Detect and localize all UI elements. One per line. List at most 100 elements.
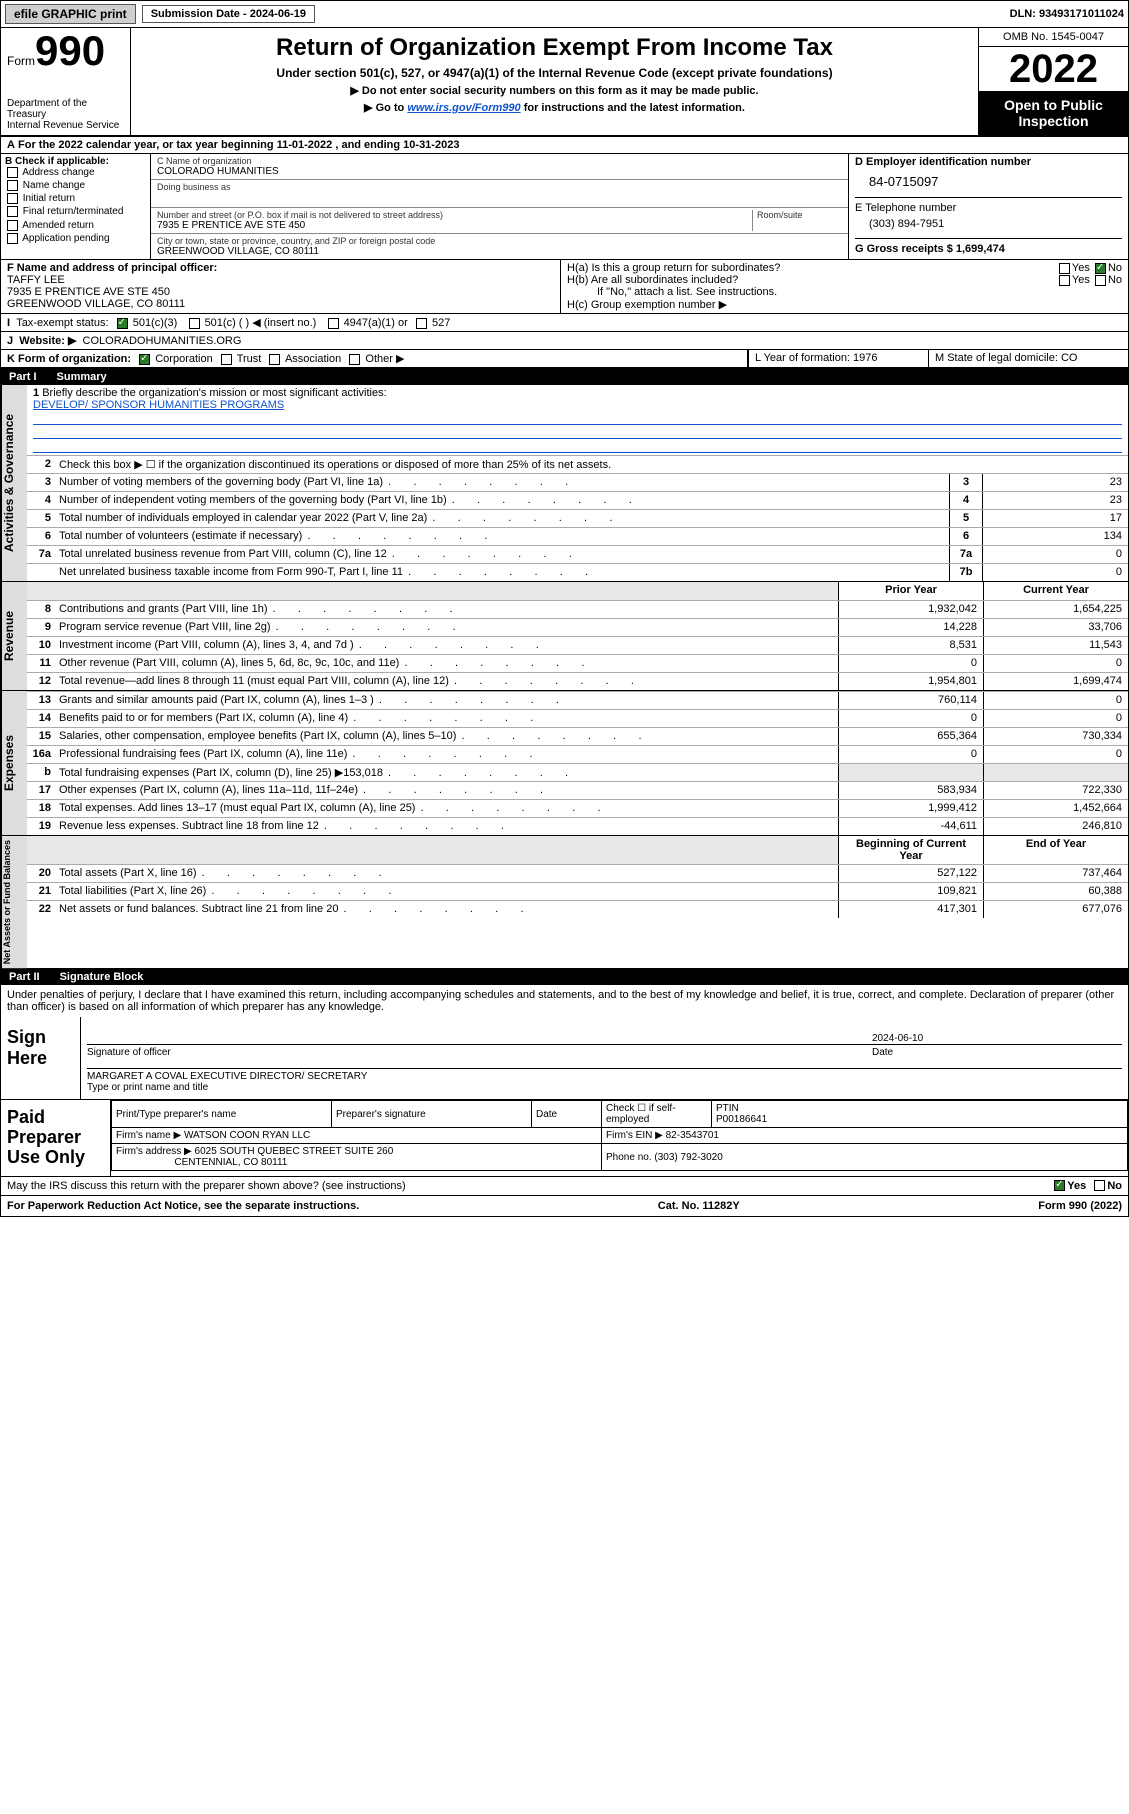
i-4947[interactable]: 4947(a)(1) or bbox=[344, 317, 408, 329]
note2-pre: ▶ Go to bbox=[364, 102, 407, 114]
part2-header: Part II Signature Block bbox=[0, 969, 1129, 985]
org-name: COLORADO HUMANITIES bbox=[157, 166, 279, 177]
k-assoc[interactable]: Association bbox=[285, 353, 341, 365]
submission-date: Submission Date - 2024-06-19 bbox=[142, 5, 315, 23]
sig-date-label: Date bbox=[872, 1047, 1122, 1058]
h-c: H(c) Group exemption number ▶ bbox=[567, 298, 1122, 311]
top-bar: efile GRAPHIC print Submission Date - 20… bbox=[0, 0, 1129, 28]
sig-declaration: Under penalties of perjury, I declare th… bbox=[0, 985, 1129, 1017]
k-trust[interactable]: Trust bbox=[237, 353, 262, 365]
prep-name-hdr: Print/Type preparer's name bbox=[112, 1101, 332, 1128]
b-opt-final[interactable]: Final return/terminated bbox=[23, 207, 124, 218]
room-label: Room/suite bbox=[757, 210, 842, 220]
ha-yes[interactable]: Yes bbox=[1072, 262, 1090, 274]
sign-here-label: Sign Here bbox=[1, 1017, 81, 1099]
part2-label: Part II bbox=[9, 971, 40, 983]
irs-link[interactable]: www.irs.gov/Form990 bbox=[407, 102, 520, 114]
i-501c3[interactable]: 501(c)(3) bbox=[133, 317, 178, 329]
firm-addr-label: Firm's address ▶ bbox=[116, 1146, 192, 1157]
foot-center: Cat. No. 11282Y bbox=[658, 1200, 740, 1212]
firm-addr2: CENTENNIAL, CO 80111 bbox=[174, 1157, 287, 1168]
table-row: 18Total expenses. Add lines 13–17 (must … bbox=[27, 799, 1128, 817]
i-label: Tax-exempt status: bbox=[16, 317, 108, 329]
table-row: 7aTotal unrelated business revenue from … bbox=[27, 545, 1128, 563]
part2-title: Signature Block bbox=[60, 971, 144, 983]
form-number: 990 bbox=[35, 27, 105, 74]
ha-no[interactable]: No bbox=[1108, 262, 1122, 274]
preparer-label: Paid Preparer Use Only bbox=[1, 1100, 111, 1175]
b-label: B Check if applicable: bbox=[5, 156, 109, 167]
k-corp[interactable]: Corporation bbox=[155, 353, 212, 365]
line-j: J Website: ▶ COLORADOHUMANITIES.ORG bbox=[0, 332, 1129, 350]
l-year: L Year of formation: 1976 bbox=[748, 350, 928, 367]
part1-title: Summary bbox=[57, 371, 107, 383]
col-current: Current Year bbox=[983, 582, 1128, 600]
vtab-revenue: Revenue bbox=[1, 582, 27, 690]
section-revenue: Revenue Prior Year Current Year 8Contrib… bbox=[0, 582, 1129, 691]
table-row: 9Program service revenue (Part VIII, lin… bbox=[27, 618, 1128, 636]
table-row: 4Number of independent voting members of… bbox=[27, 491, 1128, 509]
irs-label: Internal Revenue Service bbox=[7, 120, 124, 131]
part1-label: Part I bbox=[9, 371, 37, 383]
b-opt-amended[interactable]: Amended return bbox=[22, 220, 94, 231]
section-b: B Check if applicable: Address change Na… bbox=[1, 154, 151, 259]
website-value[interactable]: COLORADOHUMANITIES.ORG bbox=[83, 335, 242, 347]
footer: For Paperwork Reduction Act Notice, see … bbox=[0, 1196, 1129, 1217]
firm-addr1: 6025 SOUTH QUEBEC STREET SUITE 260 bbox=[195, 1146, 394, 1157]
street-label: Number and street (or P.O. box if mail i… bbox=[157, 210, 752, 220]
ptin-value: P00186641 bbox=[716, 1114, 767, 1125]
form-subtitle: Under section 501(c), 527, or 4947(a)(1)… bbox=[141, 66, 968, 80]
line-a-text: For the 2022 calendar year, or tax year … bbox=[18, 139, 459, 151]
e-label: E Telephone number bbox=[855, 202, 956, 214]
vtab-expenses: Expenses bbox=[1, 691, 27, 835]
paid-preparer-block: Paid Preparer Use Only Print/Type prepar… bbox=[0, 1100, 1129, 1176]
discuss-yes[interactable]: Yes bbox=[1067, 1180, 1086, 1192]
col-end: End of Year bbox=[983, 836, 1128, 864]
hb-no[interactable]: No bbox=[1108, 274, 1122, 286]
prep-selfemp[interactable]: Check ☐ if self-employed bbox=[602, 1101, 712, 1128]
table-row: 11Other revenue (Part VIII, column (A), … bbox=[27, 654, 1128, 672]
table-row: 6Total number of volunteers (estimate if… bbox=[27, 527, 1128, 545]
i-501c[interactable]: 501(c) ( ) ◀ (insert no.) bbox=[205, 317, 317, 329]
dept-treasury: Department of the Treasury bbox=[7, 98, 124, 120]
firm-label: Firm's name ▶ bbox=[116, 1130, 181, 1141]
d-label: D Employer identification number bbox=[855, 156, 1031, 168]
k-other[interactable]: Other ▶ bbox=[365, 353, 404, 365]
b-opt-address[interactable]: Address change bbox=[22, 167, 94, 178]
dba-label: Doing business as bbox=[157, 182, 842, 192]
ein-value: 84-0715097 bbox=[855, 168, 1122, 189]
table-row: 17Other expenses (Part IX, column (A), l… bbox=[27, 781, 1128, 799]
form-word: Form bbox=[7, 54, 35, 68]
ptin-label: PTIN bbox=[716, 1103, 739, 1114]
part1-header: Part I Summary bbox=[0, 369, 1129, 385]
b-opt-initial[interactable]: Initial return bbox=[23, 193, 75, 204]
k-label: K Form of organization: bbox=[7, 353, 131, 365]
table-row: 14Benefits paid to or for members (Part … bbox=[27, 709, 1128, 727]
firm-ein: 82-3543701 bbox=[666, 1130, 719, 1141]
efile-print-button[interactable]: efile GRAPHIC print bbox=[5, 4, 136, 24]
line1-label: Briefly describe the organization's miss… bbox=[42, 387, 386, 399]
table-row: 19Revenue less expenses. Subtract line 1… bbox=[27, 817, 1128, 835]
sign-here-block: Sign Here 2024-06-10 Signature of office… bbox=[0, 1017, 1129, 1100]
b-opt-pending[interactable]: Application pending bbox=[22, 233, 109, 244]
section-c: C Name of organizationCOLORADO HUMANITIE… bbox=[151, 154, 848, 259]
omb-number: OMB No. 1545-0047 bbox=[979, 28, 1128, 47]
discuss-no[interactable]: No bbox=[1107, 1180, 1122, 1192]
table-row: 12Total revenue—add lines 8 through 11 (… bbox=[27, 672, 1128, 690]
h-a: H(a) Is this a group return for subordin… bbox=[567, 262, 780, 274]
mission-text[interactable]: DEVELOP/ SPONSOR HUMANITIES PROGRAMS bbox=[33, 399, 284, 411]
i-527[interactable]: 527 bbox=[432, 317, 450, 329]
line-i: I Tax-exempt status: 501(c)(3) 501(c) ( … bbox=[0, 314, 1129, 332]
note2-post: for instructions and the latest informat… bbox=[521, 102, 745, 114]
line-a: A For the 2022 calendar year, or tax yea… bbox=[0, 137, 1129, 154]
form-note-2: ▶ Go to www.irs.gov/Form990 for instruct… bbox=[141, 101, 968, 114]
table-row: Net unrelated business taxable income fr… bbox=[27, 563, 1128, 581]
firm-phone-label: Phone no. bbox=[606, 1152, 652, 1163]
city-label: City or town, state or province, country… bbox=[157, 236, 842, 246]
b-opt-name[interactable]: Name change bbox=[23, 180, 85, 191]
table-row: 5Total number of individuals employed in… bbox=[27, 509, 1128, 527]
vtab-activities: Activities & Governance bbox=[1, 385, 27, 581]
hb-yes[interactable]: Yes bbox=[1072, 274, 1090, 286]
table-row: 13Grants and similar amounts paid (Part … bbox=[27, 691, 1128, 709]
table-row: 10Investment income (Part VIII, column (… bbox=[27, 636, 1128, 654]
